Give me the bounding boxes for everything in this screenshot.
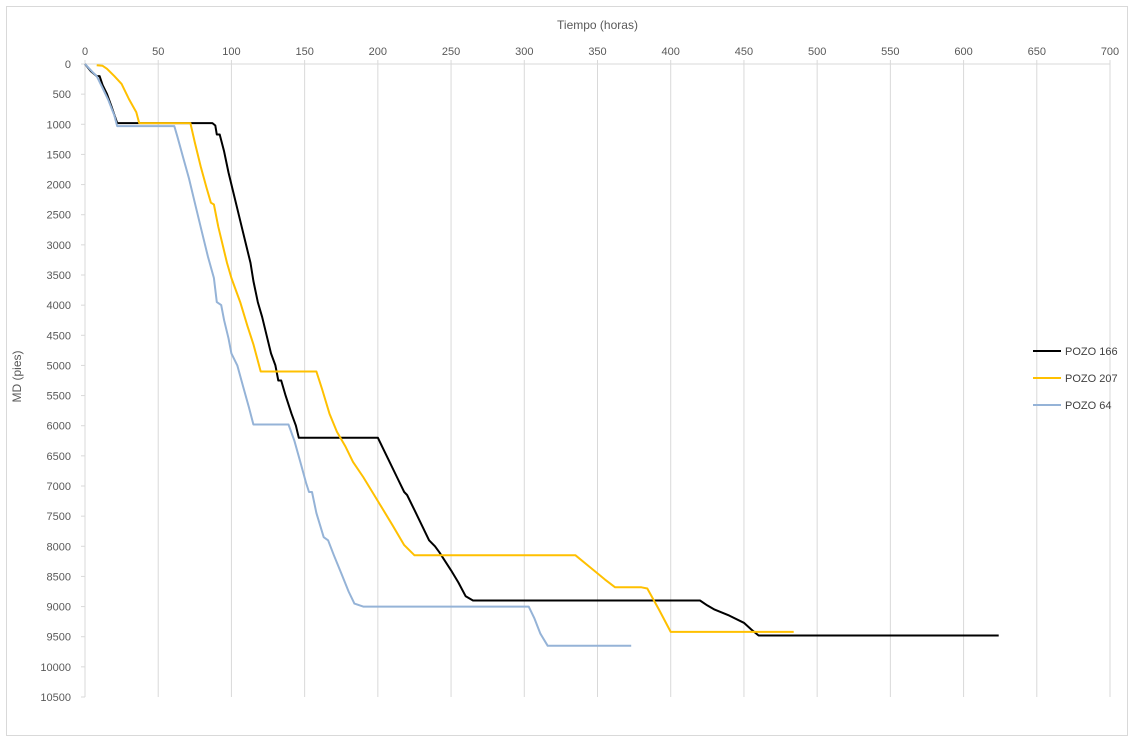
y-tick-label: 5500 xyxy=(47,391,71,403)
y-tick-label: 7000 xyxy=(47,481,71,493)
x-tick-label: 350 xyxy=(588,46,606,58)
y-tick-label: 5000 xyxy=(47,360,71,372)
x-tick-label: 450 xyxy=(735,46,753,58)
legend-label-pozo-64: POZO 64 xyxy=(1065,400,1111,412)
y-tick-label: 7500 xyxy=(47,511,71,523)
x-tick-label: 0 xyxy=(82,46,88,58)
x-tick-label: 500 xyxy=(808,46,826,58)
x-tick-label: 200 xyxy=(369,46,387,58)
x-tick-labels: 0 50 100 150 200 250 300 350 400 450 500 550 600 650 7… xyxy=(82,46,1119,64)
legend: POZO 166 POZO 207 POZO 64 xyxy=(1033,346,1118,412)
x-tick-label: 400 xyxy=(662,46,680,58)
y-tick-label: 0 xyxy=(65,59,71,71)
chart-frame: 0 50 100 150 200 250 300 350 400 450 500 550 600 650 7… xyxy=(6,6,1128,736)
x-tick-label: 700 xyxy=(1101,46,1119,58)
x-tick-label: 300 xyxy=(515,46,533,58)
y-tick-label: 4000 xyxy=(47,300,71,312)
series-layer xyxy=(85,64,999,646)
y-tick-label: 10000 xyxy=(40,662,71,674)
series-line-pozo-166 xyxy=(85,64,999,636)
y-tick-label: 1000 xyxy=(47,119,71,131)
gridlines xyxy=(158,64,1110,697)
y-tick-label: 1500 xyxy=(47,149,71,161)
y-tick-label: 3000 xyxy=(47,240,71,252)
y-tick-label: 4500 xyxy=(47,330,71,342)
x-tick-label: 100 xyxy=(222,46,240,58)
x-tick-label: 150 xyxy=(295,46,313,58)
legend-label-pozo-166: POZO 166 xyxy=(1065,346,1118,358)
chart: 0 50 100 150 200 250 300 350 400 450 500 550 600 650 7… xyxy=(7,7,1129,737)
y-tick-label: 9000 xyxy=(47,602,71,614)
y-axis-title: MD (pies) xyxy=(10,350,24,402)
series-line-pozo-207 xyxy=(97,65,794,632)
x-tick-label: 50 xyxy=(152,46,164,58)
y-tick-label: 6000 xyxy=(47,421,71,433)
y-tick-label: 6500 xyxy=(47,451,71,463)
y-tick-label: 10500 xyxy=(40,692,71,704)
y-tick-label: 9500 xyxy=(47,632,71,644)
y-tick-label: 2000 xyxy=(47,180,71,192)
x-tick-label: 250 xyxy=(442,46,460,58)
y-tick-label: 2500 xyxy=(47,210,71,222)
y-tick-labels: 0 500 1000 1500 2000 2500 3000 3500 4000 4500 5000… xyxy=(40,59,85,704)
y-tick-label: 8500 xyxy=(47,571,71,583)
series-line-pozo-64 xyxy=(85,64,631,646)
x-tick-label: 650 xyxy=(1028,46,1046,58)
legend-label-pozo-207: POZO 207 xyxy=(1065,373,1118,385)
x-axis-title: Tiempo (horas) xyxy=(557,18,638,32)
y-tick-label: 3500 xyxy=(47,270,71,282)
x-tick-label: 600 xyxy=(954,46,972,58)
y-tick-label: 8000 xyxy=(47,541,71,553)
x-tick-label: 550 xyxy=(881,46,899,58)
y-tick-label: 500 xyxy=(53,89,71,101)
